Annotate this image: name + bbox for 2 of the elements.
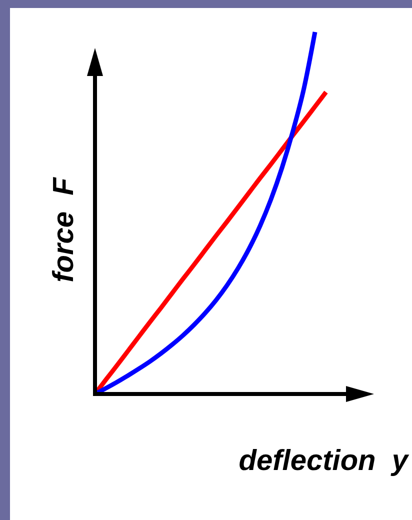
x-axis-title: deflection y: [238, 445, 410, 477]
y-axis-title: force F: [48, 176, 80, 282]
